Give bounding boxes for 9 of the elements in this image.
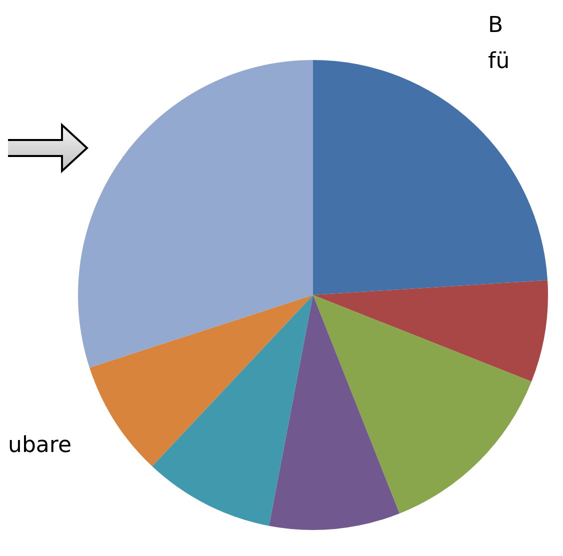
pie-slice	[78, 60, 313, 368]
text: ubare	[8, 433, 72, 458]
text: B	[488, 13, 504, 38]
pie-slice	[152, 295, 313, 526]
pie-slice	[268, 295, 400, 530]
pie-slice	[313, 295, 532, 514]
pie-slice	[90, 295, 313, 466]
pie-slice	[313, 280, 548, 382]
text: fü	[488, 49, 510, 74]
